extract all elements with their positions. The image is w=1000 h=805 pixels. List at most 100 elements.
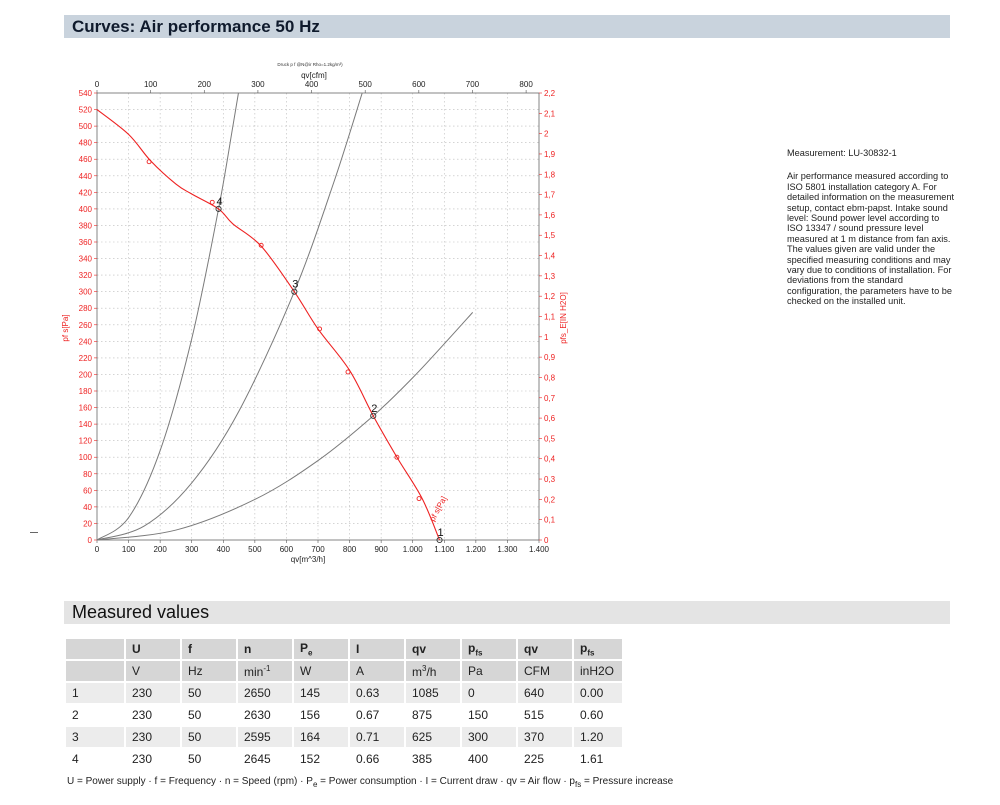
- curve-marker: [345, 369, 351, 375]
- y2-tick-label: 0,5: [544, 434, 556, 443]
- operating-point: [370, 412, 377, 419]
- table-header-cell: n: [238, 639, 292, 659]
- table-cell: 164: [294, 727, 348, 747]
- x-tick-label: 1.100: [434, 545, 455, 554]
- y-tick-label: 420: [79, 188, 93, 197]
- curve-marker: [416, 496, 422, 502]
- y-tick-label: 260: [79, 321, 93, 330]
- table-cell: 230: [126, 727, 180, 747]
- table-cell: 156: [294, 705, 348, 725]
- table-cell: 225: [518, 749, 572, 769]
- x-tick-label: 500: [248, 545, 262, 554]
- table-cell: 1.61: [574, 749, 622, 769]
- measurement-note: Measurement: LU-30832-1 Air performance …: [787, 148, 957, 307]
- table-header-cell: f: [182, 639, 236, 659]
- y-axis-label: pf s[Pa]: [61, 314, 70, 341]
- curves-section-header: Curves: Air performance 50 Hz: [64, 15, 950, 38]
- operating-point-label: 3: [292, 279, 298, 291]
- x2-tick-label: 700: [466, 80, 480, 89]
- table-cell: 0: [462, 683, 516, 703]
- table-cell: 152: [294, 749, 348, 769]
- chart-grid: [97, 93, 539, 540]
- y2-tick-label: 0: [544, 536, 549, 545]
- y2-tick-label: 1,3: [544, 272, 556, 281]
- y2-tick-label: 0,6: [544, 414, 556, 423]
- y-tick-label: 200: [79, 370, 93, 379]
- y2-tick-label: 0,2: [544, 495, 556, 504]
- table-cell: 400: [462, 749, 516, 769]
- x-tick-label: 700: [311, 545, 325, 554]
- table-cell: 2595: [238, 727, 292, 747]
- table-cell: 875: [406, 705, 460, 725]
- curve-marker: [394, 454, 400, 460]
- y2-tick-label: 1,8: [544, 170, 556, 179]
- table-cell: 2: [66, 705, 124, 725]
- y2-tick-label: 1: [544, 333, 549, 342]
- table-header-cell: pfs: [462, 639, 516, 659]
- table-cell: 0.00: [574, 683, 622, 703]
- margin-dash: [30, 532, 38, 533]
- y-tick-label: 380: [79, 221, 93, 230]
- table-unit-cell: min-1: [238, 661, 292, 681]
- x-tick-label: 100: [122, 545, 136, 554]
- y-tick-label: 240: [79, 337, 93, 346]
- x-axis-label: qv[m^3/h]: [291, 555, 325, 564]
- chart-subtitle: Druck p f @N@ir Rho=1.2kg/m³): [277, 62, 343, 67]
- table-cell: 50: [182, 683, 236, 703]
- x-tick-label: 300: [185, 545, 199, 554]
- system-curve: [96, 92, 363, 541]
- table-unit-cell: Pa: [462, 661, 516, 681]
- x2-tick-label: 300: [251, 80, 265, 89]
- table-cell: 0.71: [350, 727, 404, 747]
- x2-tick-label: 200: [198, 80, 212, 89]
- x2-axis-label: qv[cfm]: [301, 71, 327, 80]
- y-tick-label: 180: [79, 387, 93, 396]
- measured-values-title: Measured values: [72, 602, 210, 622]
- curve-marker: [146, 159, 152, 165]
- air-performance-chart: 0 100 200 300 400 500 600 700 800 900 1.000 1.100 1.…: [61, 62, 568, 564]
- y2-tick-label: 1,5: [544, 231, 556, 240]
- table-cell: 1085: [406, 683, 460, 703]
- operating-point: [291, 288, 298, 295]
- y2-tick-label: 1,6: [544, 211, 556, 220]
- table-row: 3 230 50 2595 164 0.71 625 300 370 1.20: [66, 727, 622, 747]
- table-cell: 1: [66, 683, 124, 703]
- x-tick-label: 600: [280, 545, 294, 554]
- curve-marker: [209, 199, 215, 205]
- fan-curve: [96, 109, 441, 541]
- system-curve: [96, 92, 239, 541]
- x-tick-label: 1.300: [497, 545, 518, 554]
- x-tick-label: 800: [343, 545, 357, 554]
- operating-point: [436, 536, 443, 544]
- y-tick-label: 480: [79, 139, 93, 148]
- y-tick-label: 540: [79, 89, 93, 98]
- table-cell: 50: [182, 727, 236, 747]
- x2-tick-label: 500: [359, 80, 373, 89]
- table-cell: 640: [518, 683, 572, 703]
- y-tick-label: 80: [83, 470, 92, 479]
- y-tick-label: 160: [79, 404, 93, 413]
- fan-curve-label: pf s[Pa]: [428, 495, 449, 523]
- y-tick-label: 360: [79, 238, 93, 247]
- y-tick-label: 440: [79, 172, 93, 181]
- table-cell: 145: [294, 683, 348, 703]
- y2-tick-label: 2,2: [544, 89, 556, 98]
- y-tick-label: 140: [79, 420, 93, 429]
- y-tick-label: 520: [79, 106, 93, 115]
- y-tick-label: 500: [79, 122, 93, 131]
- table-cell: 385: [406, 749, 460, 769]
- abbreviations-legend: U = Power supply · f = Frequency · n = S…: [67, 776, 674, 789]
- table-row: 2 230 50 2630 156 0.67 875 150 515 0.60: [66, 705, 622, 725]
- plot-frame: [96, 92, 540, 541]
- table-unit-cell: W: [294, 661, 348, 681]
- y2-tick-label: 0,9: [544, 353, 556, 362]
- y-tick-label: 400: [79, 205, 93, 214]
- table-unit-cell: [66, 661, 124, 681]
- x-tick-label: 200: [153, 545, 167, 554]
- y2-tick-label: 0,4: [544, 455, 556, 464]
- y2-tick-label: 0,8: [544, 373, 556, 382]
- y-tick-label: 220: [79, 354, 93, 363]
- table-cell: 0.66: [350, 749, 404, 769]
- x-tick-label: 1.000: [403, 545, 424, 554]
